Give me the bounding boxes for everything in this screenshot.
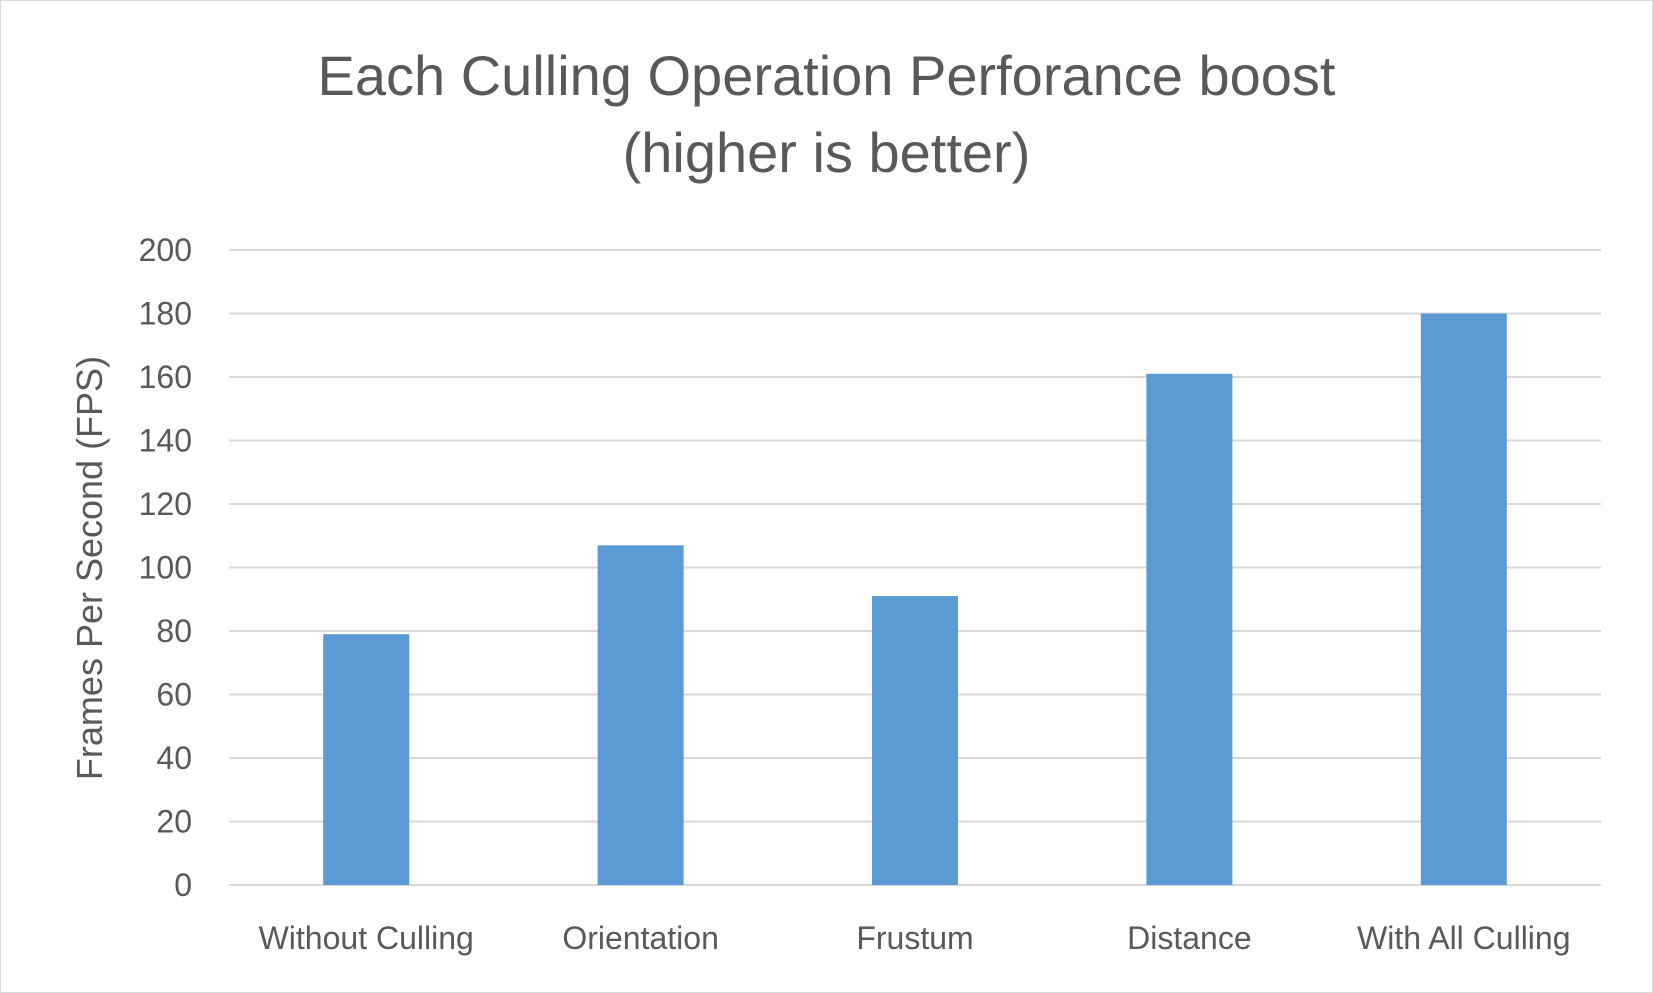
bar-frustum (872, 596, 958, 885)
y-tick-label: 20 (156, 804, 192, 840)
x-axis-ticks: Without Culling Orientation Frustum Distanc… (259, 920, 1571, 956)
bar-without-culling (323, 634, 410, 885)
y-axis-title: Frames Per Second (FPS) (69, 356, 110, 780)
y-tick-label: 140 (139, 423, 192, 459)
y-tick-label: 200 (139, 232, 192, 268)
bar-distance (1146, 373, 1233, 885)
x-tick-label: Frustum (856, 920, 973, 956)
y-tick-label: 40 (156, 740, 192, 776)
y-tick-label: 180 (139, 296, 192, 332)
y-axis-ticks: 0 20 40 60 80 100 120 140 160 180 200 (139, 232, 192, 903)
y-tick-label: 0 (174, 867, 192, 903)
x-tick-label: Orientation (562, 920, 719, 956)
bar-with-all-culling (1420, 313, 1507, 885)
y-tick-label: 80 (156, 613, 192, 649)
x-tick-label: Without Culling (259, 920, 474, 956)
y-tick-label: 100 (139, 550, 192, 586)
chart-subtitle: (higher is better) (622, 121, 1031, 184)
y-tick-label: 160 (139, 359, 192, 395)
y-tick-label: 120 (139, 486, 192, 522)
x-tick-label: With All Culling (1357, 920, 1570, 956)
x-tick-label: Distance (1127, 920, 1252, 956)
y-tick-label: 60 (156, 677, 192, 713)
bar-orientation (597, 545, 684, 885)
bars (323, 313, 1507, 885)
chart-title: Each Culling Operation Perforance boost (317, 44, 1336, 107)
